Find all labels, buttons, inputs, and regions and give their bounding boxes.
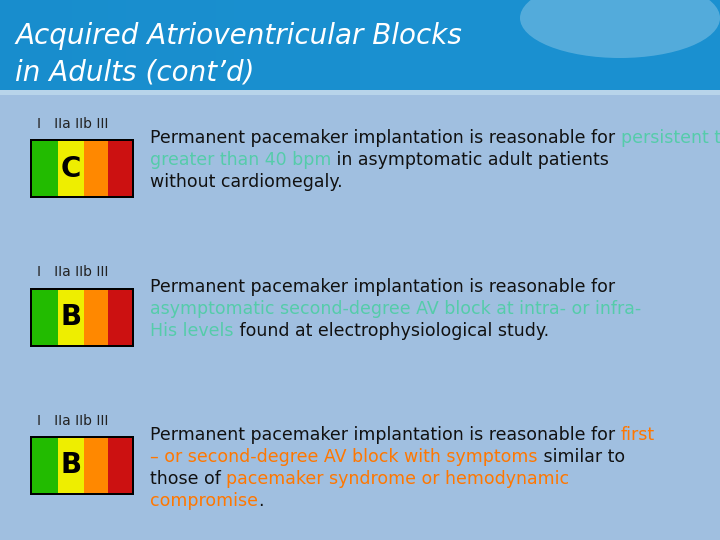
Text: Permanent pacemaker implantation is reasonable for: Permanent pacemaker implantation is reas… [150,129,621,147]
Bar [108,0,126,90]
Bar [198,0,216,90]
Text: Permanent pacemaker implantation is reasonable for: Permanent pacemaker implantation is reas… [150,426,621,444]
Ellipse shape [520,0,720,58]
Bar [72,0,90,90]
Text: similar to: similar to [538,448,625,466]
Bar [84,289,108,345]
Text: found at electrophysiological study.: found at electrophysiological study. [233,321,549,340]
Text: – or second-degree AV block with symptoms: – or second-degree AV block with symptom… [150,448,538,466]
Bar [30,287,134,347]
Bar [324,0,342,90]
Bar [0,0,18,90]
Bar [180,0,198,90]
Bar [0,0,720,90]
Bar [108,289,132,345]
Bar [108,141,132,196]
Bar [144,0,162,90]
Bar [162,0,180,90]
Bar [58,438,84,493]
Text: those of: those of [150,470,226,488]
Text: His levels: His levels [150,321,233,340]
Bar [54,0,72,90]
Bar [234,0,252,90]
Bar [36,0,54,90]
Text: persistent third-degree AV block: persistent third-degree AV block [621,129,720,147]
Text: pacemaker syndrome or hemodynamic: pacemaker syndrome or hemodynamic [226,470,570,488]
Text: asymptomatic second-degree AV block at intra- or infra-: asymptomatic second-degree AV block at i… [150,300,642,318]
Bar [252,0,270,90]
Bar [108,438,132,493]
Text: .: . [258,492,264,510]
Bar [0,90,720,95]
Bar [30,436,134,495]
Bar [32,141,58,196]
Text: B: B [60,451,81,480]
Text: Permanent pacemaker implantation is reasonable for: Permanent pacemaker implantation is reas… [150,278,615,295]
Text: B: B [60,303,81,331]
Text: greater than 40 bpm: greater than 40 bpm [150,151,331,169]
Text: compromise: compromise [150,492,258,510]
Bar [84,438,108,493]
Bar [30,139,134,198]
Text: I   IIa IIb III: I IIa IIb III [37,117,109,131]
Text: in asymptomatic adult patients: in asymptomatic adult patients [331,151,609,169]
Bar [90,0,108,90]
Text: I   IIa IIb III: I IIa IIb III [37,414,109,428]
Text: in Adults (cont’d): in Adults (cont’d) [15,58,254,86]
Bar [306,0,324,90]
Bar [32,289,58,345]
Text: Acquired Atrioventricular Blocks: Acquired Atrioventricular Blocks [15,22,462,50]
Text: first: first [621,426,654,444]
Bar [18,0,36,90]
Text: C: C [60,154,81,183]
Bar [342,0,360,90]
Bar [58,141,84,196]
Text: without cardiomegaly.: without cardiomegaly. [150,173,343,191]
Bar [270,0,288,90]
Bar [32,438,58,493]
Bar [126,0,144,90]
Bar [58,289,84,345]
Bar [288,0,306,90]
Bar [216,0,234,90]
Bar [84,141,108,196]
Text: I   IIa IIb III: I IIa IIb III [37,266,109,280]
